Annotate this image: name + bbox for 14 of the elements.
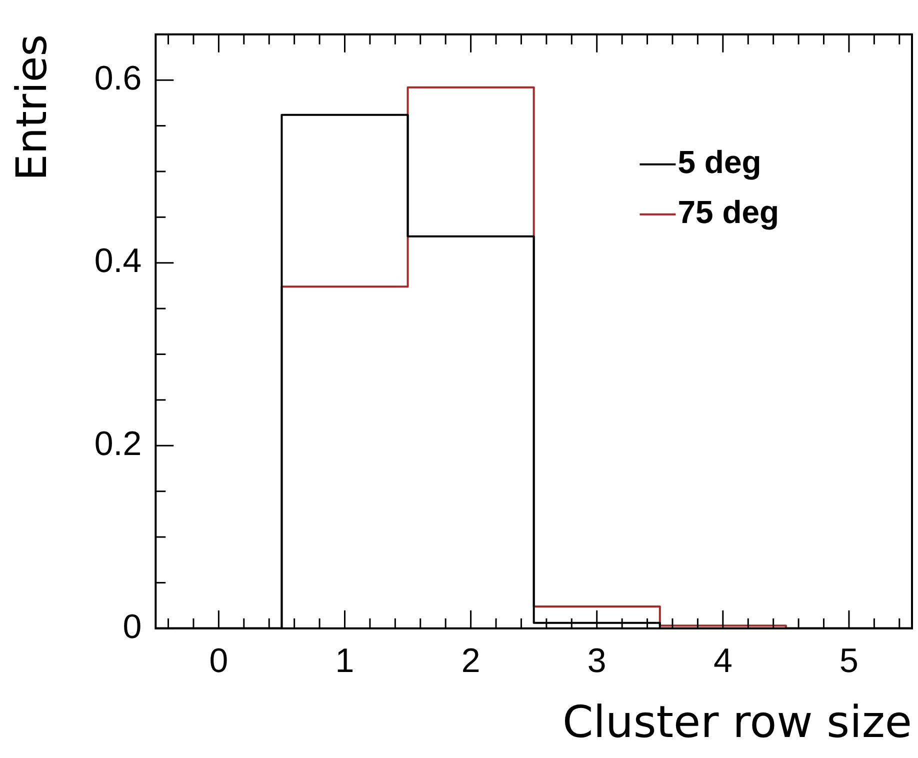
y-tick-label: 0.4: [94, 242, 142, 280]
y-tick-label: 0.6: [94, 59, 142, 98]
legend-label: 5 deg: [678, 144, 762, 180]
x-tick-label: 3: [587, 642, 606, 680]
x-tick-label: 5: [840, 642, 858, 680]
x-tick-label: 2: [461, 642, 480, 680]
x-axis-title: Cluster row size: [562, 697, 912, 748]
x-tick-label: 1: [335, 642, 354, 680]
x-tick-label: 0: [209, 642, 228, 680]
y-tick-label: 0: [122, 608, 142, 646]
y-axis-title: Entries: [7, 34, 56, 181]
x-tick-label: 4: [713, 642, 732, 680]
legend-label: 75 deg: [678, 194, 780, 230]
y-tick-label: 0.2: [94, 425, 142, 464]
